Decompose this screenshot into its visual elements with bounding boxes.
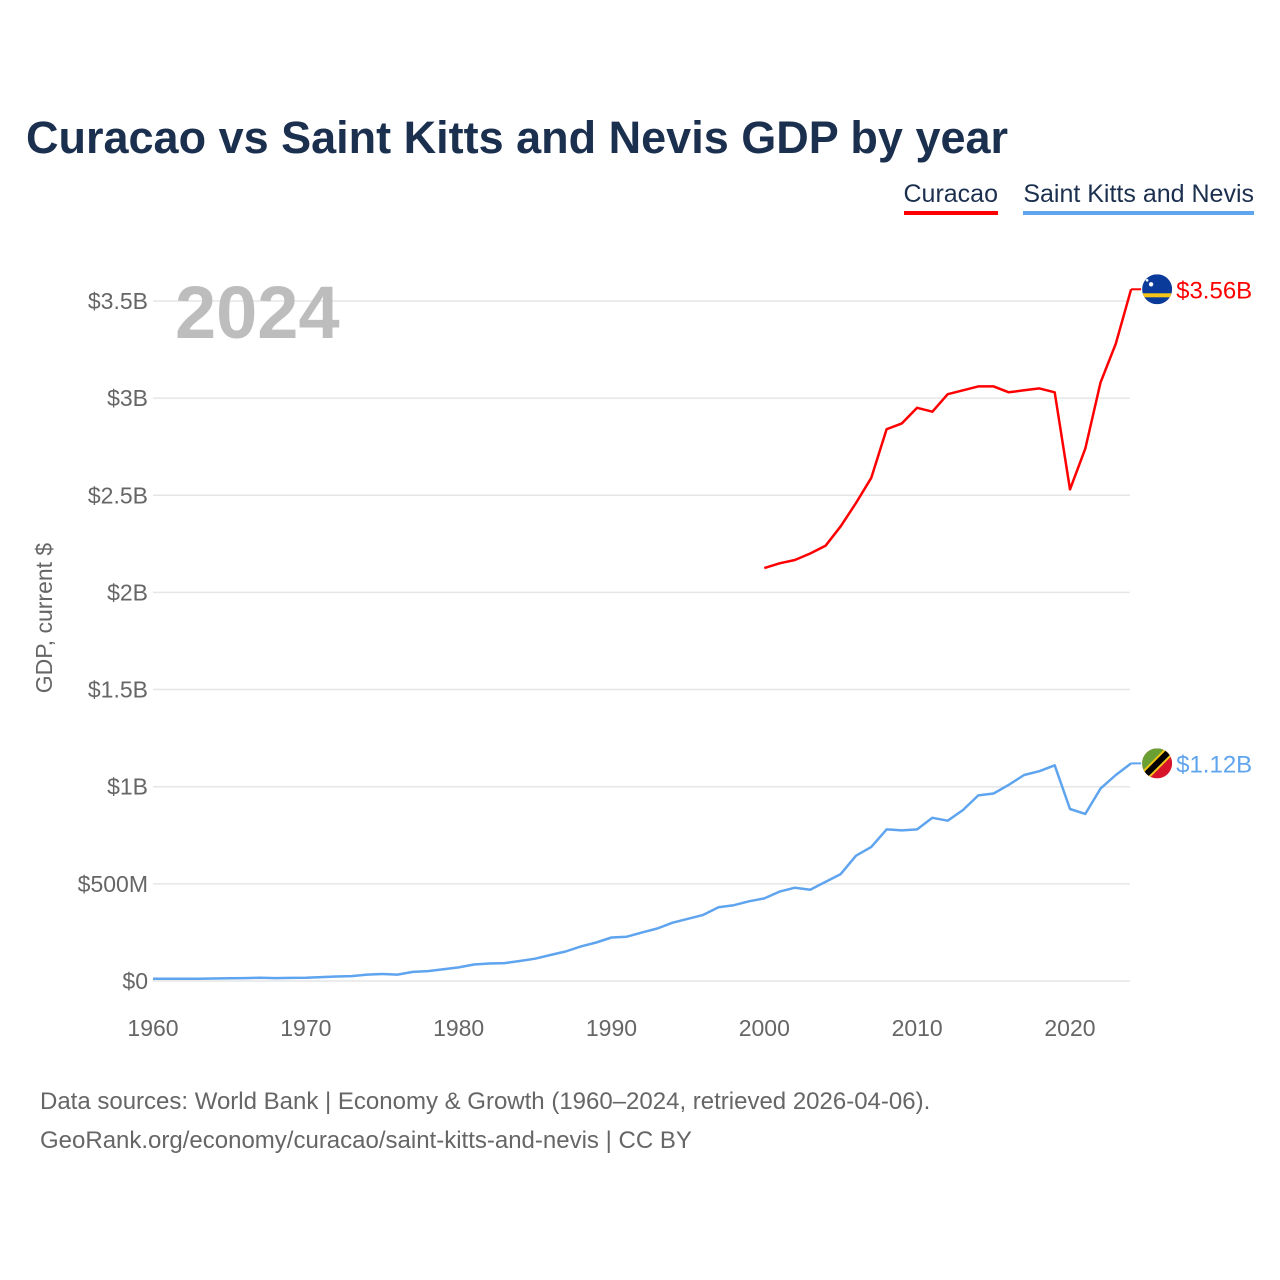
legend-item-curacao[interactable]: Curacao	[903, 180, 998, 215]
flag-body	[1142, 274, 1173, 305]
footer-sources: Data sources: World Bank | Economy & Gro…	[40, 1088, 931, 1115]
x-tick-label: 2010	[892, 1015, 943, 1041]
saint-kitts-and-nevis-flag-icon	[1142, 748, 1173, 779]
y-tick-label: $3B	[107, 385, 148, 411]
flag-body	[1142, 748, 1173, 779]
x-tick-label: 1960	[127, 1015, 178, 1041]
y-tick-label: $2B	[107, 579, 148, 605]
year-label: 2024	[175, 271, 340, 354]
y-tick-label: $1.5B	[88, 677, 148, 703]
legend-item-saint-kitts-and-nevis[interactable]: Saint Kitts and Nevis	[1023, 180, 1254, 215]
series-line-curacao	[763, 288, 1133, 570]
x-tick-label: 1990	[586, 1015, 637, 1041]
flag-star	[1145, 278, 1149, 282]
y-axis-label: GDP, current $	[31, 543, 57, 694]
footer: Data sources: World Bank | Economy & Gro…	[40, 1082, 930, 1160]
curacao-flag-icon	[1142, 274, 1173, 305]
y-tick-label: $3.5B	[88, 288, 148, 314]
footer-link[interactable]: GeoRank.org/economy/curacao/saint-kitts-…	[40, 1127, 692, 1154]
flag-stripe	[1142, 293, 1173, 298]
end-value-label: $1.12B	[1176, 751, 1252, 778]
series-line-saint-kitts-and-nevis	[153, 762, 1132, 980]
end-value-label: $3.56B	[1176, 277, 1252, 304]
y-tick-label: $1B	[107, 774, 148, 800]
x-tick-label: 1970	[280, 1015, 331, 1041]
y-tick-label: $0	[122, 968, 148, 994]
x-tick-label: 2020	[1044, 1015, 1095, 1041]
x-tick-label: 2000	[739, 1015, 790, 1041]
flag-star	[1148, 282, 1154, 287]
y-tick-label: $2.5B	[88, 482, 148, 508]
y-tick-label: $500M	[78, 871, 148, 897]
flag-field	[1142, 274, 1173, 305]
x-tick-label: 1980	[433, 1015, 484, 1041]
chart-title: Curacao vs Saint Kitts and Nevis GDP by …	[26, 112, 1009, 163]
